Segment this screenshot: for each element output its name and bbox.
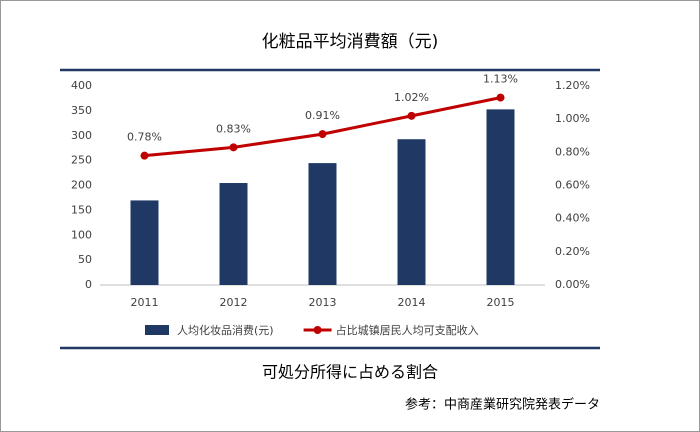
y-tick-label: 0 — [85, 278, 92, 291]
bar — [219, 183, 248, 285]
x-tick-label: 2013 — [309, 296, 337, 309]
y-tick-label: 150 — [71, 203, 92, 216]
data-label: 0.91% — [305, 109, 340, 122]
x-tick-label: 2012 — [220, 296, 248, 309]
y2-tick-label: 1.00% — [555, 112, 590, 125]
y-tick-label: 300 — [71, 129, 92, 142]
bar — [397, 139, 426, 285]
legend-swatch — [145, 325, 169, 335]
x-tick-label: 2011 — [131, 296, 159, 309]
x-tick-label: 2014 — [398, 296, 426, 309]
y2-tick-label: 1.20% — [555, 79, 590, 92]
line-point — [407, 111, 416, 120]
y-tick-label: 350 — [71, 104, 92, 117]
x-tick-label: 2015 — [487, 296, 515, 309]
chart-title: 化粧品平均消費額（元) — [262, 32, 439, 52]
source: 参考：中商産業研究院発表データ — [405, 397, 600, 413]
legend-swatch — [313, 326, 322, 334]
data-label: 0.78% — [127, 131, 162, 144]
data-label: 1.02% — [394, 91, 429, 104]
legend-label: 人均化妆品消费(元) — [177, 323, 274, 337]
y-tick-label: 50 — [78, 253, 92, 266]
bar — [130, 200, 159, 285]
legend-label: 占比城镇居民人均可支配收入 — [336, 323, 479, 337]
line-point — [496, 93, 505, 102]
bar — [308, 163, 337, 285]
y-tick-label: 200 — [71, 179, 92, 192]
y2-tick-label: 0.40% — [555, 212, 590, 225]
y2-tick-label: 0.80% — [555, 145, 590, 158]
y2-tick-label: 0.20% — [555, 245, 590, 258]
data-label: 1.13% — [483, 73, 518, 86]
y-tick-label: 400 — [71, 79, 92, 92]
y-tick-label: 100 — [71, 228, 92, 241]
line-point — [318, 130, 327, 139]
bar — [486, 109, 515, 285]
caption: 可処分所得に占める割合 — [262, 363, 438, 382]
y2-tick-label: 0.00% — [555, 278, 590, 291]
line-point — [140, 151, 149, 160]
data-label: 0.83% — [216, 122, 251, 135]
y-tick-label: 250 — [71, 154, 92, 167]
line-point — [229, 143, 238, 152]
y2-tick-label: 0.60% — [555, 179, 590, 192]
